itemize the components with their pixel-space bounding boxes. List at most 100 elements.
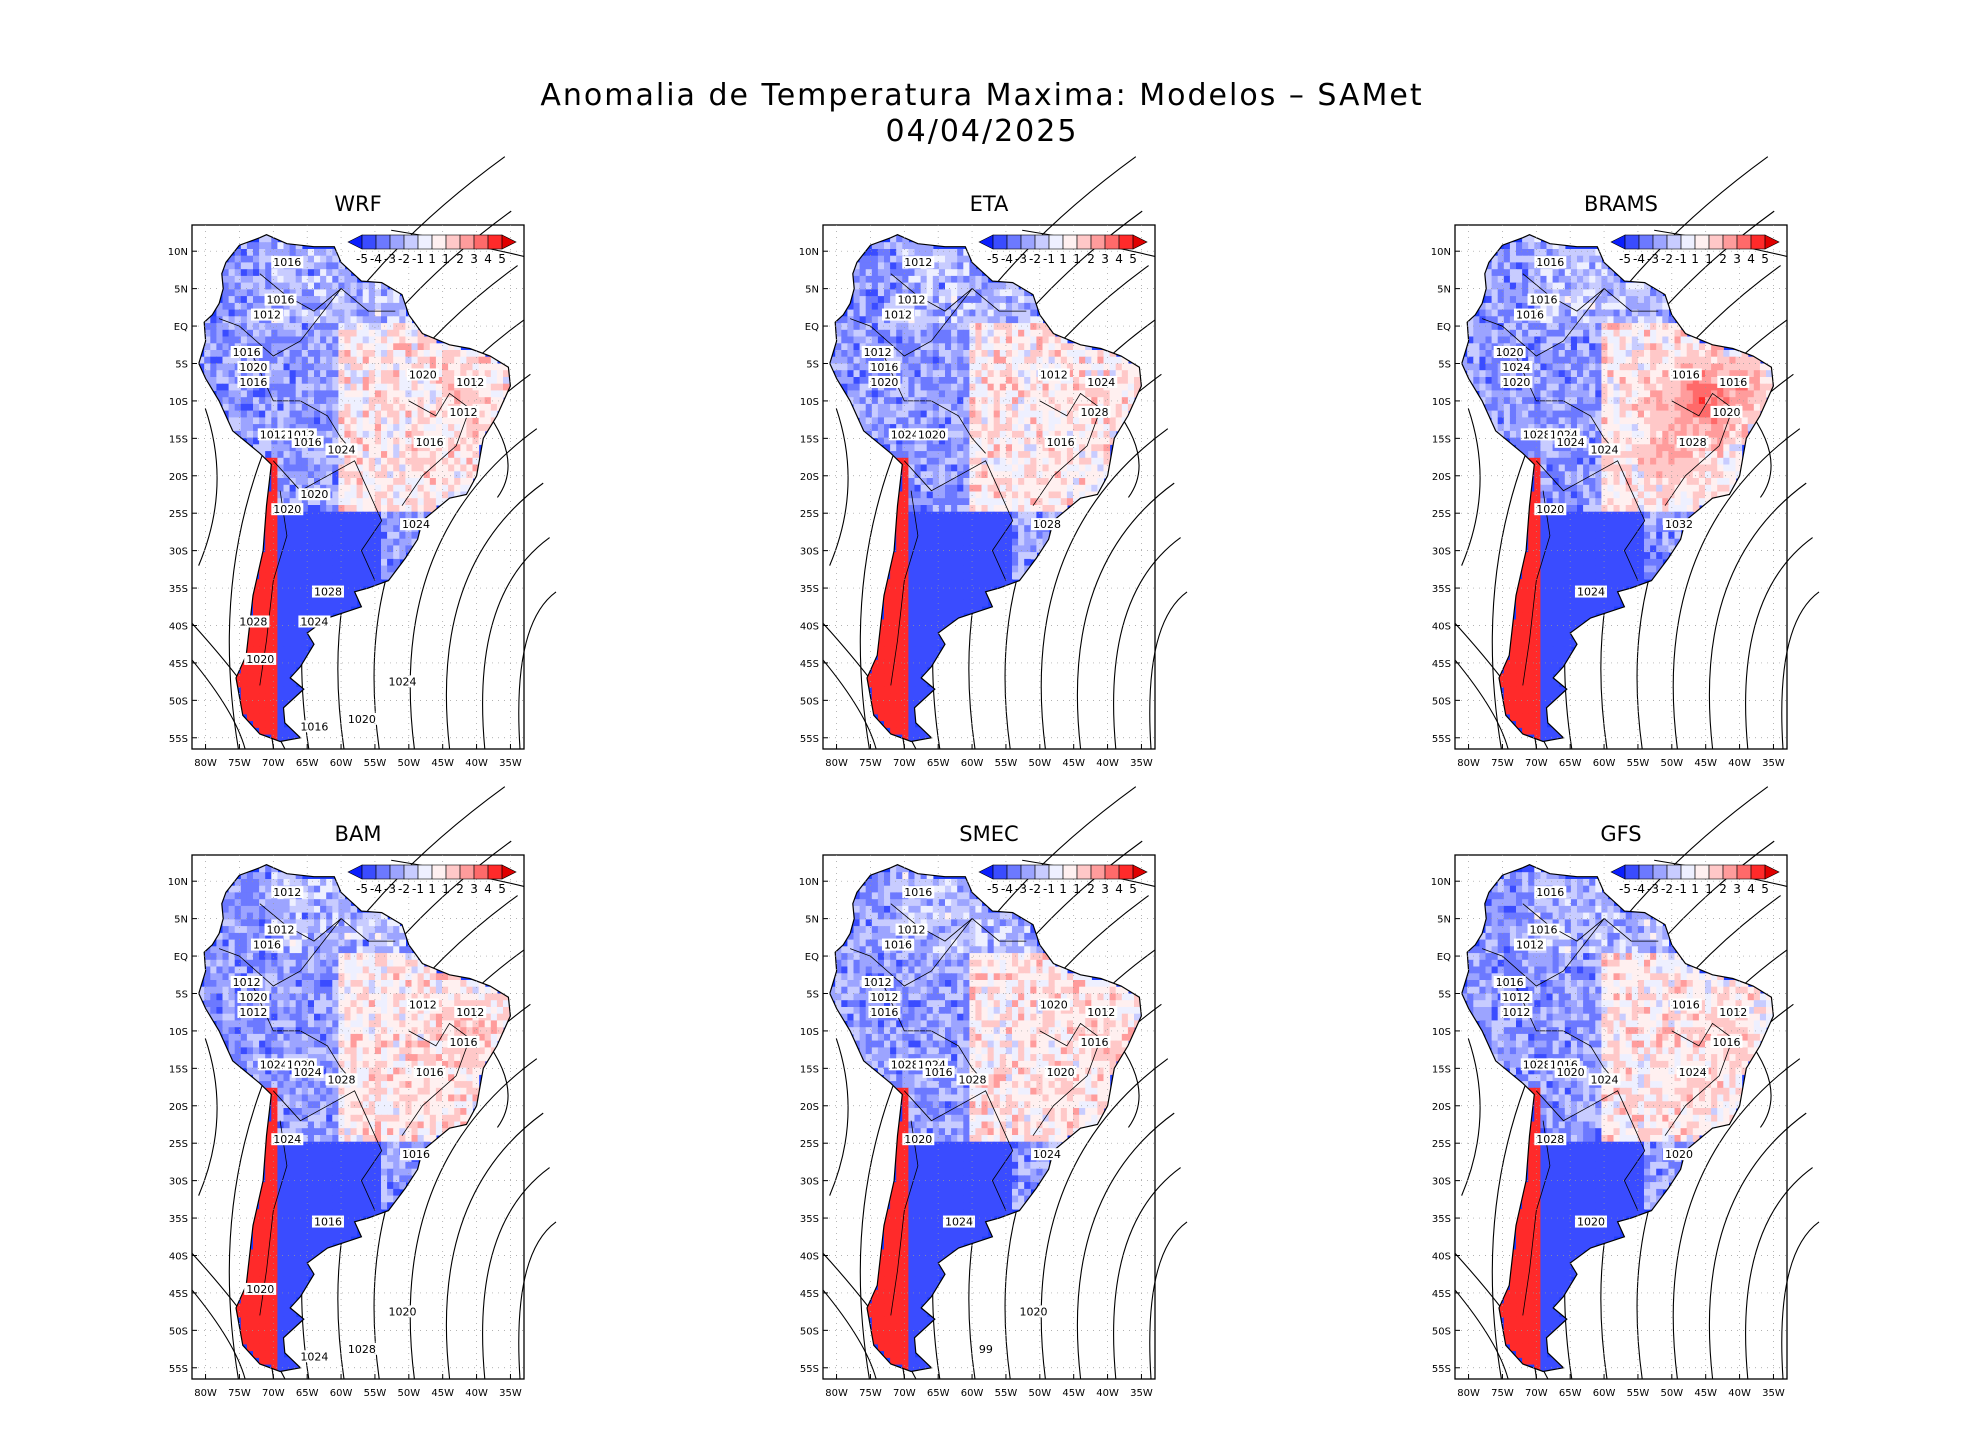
lon-tick-label: 55W bbox=[1627, 758, 1650, 769]
colorbar-label: 3 bbox=[470, 252, 478, 266]
lon-tick-label: 35W bbox=[1762, 1388, 1785, 1399]
colorbar-label: 4 bbox=[1747, 252, 1755, 266]
lat-tick-label: 55S bbox=[169, 734, 188, 745]
lat-tick-label: 20S bbox=[800, 472, 819, 483]
coastline bbox=[1461, 234, 1775, 743]
colorbar-label: -2 bbox=[1661, 882, 1673, 896]
isobar-labels: 1016 1016 1016 1020 1024 1020 1016 1016 1020 1028… bbox=[1493, 256, 1750, 599]
isobar-label: 1020 bbox=[273, 503, 301, 516]
isobar-label-bg bbox=[447, 405, 480, 418]
isobar-label-bg bbox=[868, 375, 901, 388]
isobar-label: 1028 bbox=[314, 586, 342, 599]
isobar-label: 1012 bbox=[898, 924, 926, 937]
isobar-label-bg bbox=[1037, 998, 1070, 1011]
isobar-label-bg bbox=[237, 375, 270, 388]
isobar-label-bg bbox=[881, 308, 914, 321]
isobar-label-bg bbox=[1554, 435, 1587, 448]
colorbar-label: -3 bbox=[384, 252, 396, 266]
lon-tick-label: 80W bbox=[825, 758, 848, 769]
isobar-label: 1020 bbox=[348, 713, 376, 726]
country-borders bbox=[218, 903, 471, 1316]
colorbar: -5 -4 -3 -2 -1 1 1 2 3 4 5 bbox=[1610, 234, 1780, 266]
lat-tick-label: 5N bbox=[805, 285, 819, 296]
lon-tick-label: 45W bbox=[431, 758, 454, 769]
lon-tick-label: 50W bbox=[1029, 758, 1052, 769]
colorbar-label: -5 bbox=[987, 252, 999, 266]
lon-tick-label: 45W bbox=[1062, 758, 1085, 769]
isobar-label-bg bbox=[386, 675, 419, 688]
isobar-label-bg bbox=[1574, 585, 1607, 598]
map-wrf: 1016 1016 1012 1016 1020 1016 1020 1012 1012 1016… bbox=[168, 156, 557, 769]
isobar-label-bg bbox=[1534, 886, 1567, 899]
isobar-label: 1016 bbox=[925, 1066, 953, 1079]
axis-labels: 10N 5N EQ 5S 10S 15S 20S 25S 30S 35S 40S 45S 50S 55S 8… bbox=[799, 855, 1155, 1399]
isobar-label: 1016 bbox=[253, 939, 281, 952]
isobar-label-bg bbox=[868, 990, 901, 1003]
isobar-label-bg bbox=[250, 938, 283, 951]
isobar-label-bg bbox=[1534, 503, 1567, 516]
lat-tick-label: 10N bbox=[799, 247, 819, 258]
map-frame bbox=[822, 854, 1156, 1380]
lat-tick-label: 35S bbox=[800, 584, 819, 595]
axis-labels: 10N 5N EQ 5S 10S 15S 20S 25S 30S 35S 40S 45S 50S 55S 8… bbox=[799, 225, 1155, 769]
isobar-label-bg bbox=[915, 428, 948, 441]
colorbar-label: 4 bbox=[484, 252, 492, 266]
panel-title-gfs: GFS bbox=[1600, 822, 1642, 846]
lat-tick-label: 40S bbox=[800, 1251, 819, 1262]
isobar-label-bg bbox=[271, 503, 304, 516]
colorbar-label: 2 bbox=[456, 882, 464, 896]
isobar-label: 1020 bbox=[300, 488, 328, 501]
lat-tick-label: 15S bbox=[800, 1064, 819, 1075]
isobar-label-bg bbox=[244, 1282, 277, 1295]
isobar-label-bg bbox=[1676, 435, 1709, 448]
lat-tick-label: 30S bbox=[1432, 547, 1451, 558]
colorbar-label: -3 bbox=[384, 882, 396, 896]
isobar-label-bg bbox=[1663, 1148, 1696, 1161]
isobar-label: 1028 bbox=[1679, 436, 1707, 449]
isobar-label-bg bbox=[400, 518, 433, 531]
isobar-label: 1028 bbox=[1536, 1133, 1564, 1146]
lat-tick-label: 30S bbox=[1432, 1177, 1451, 1188]
isobar-label: 1024 bbox=[294, 1066, 322, 1079]
lat-tick-label: 45S bbox=[800, 659, 819, 670]
colorbar-label: -2 bbox=[398, 882, 410, 896]
colorbar-label: 1 bbox=[1705, 882, 1713, 896]
isobar-label: 1020 bbox=[1047, 1066, 1075, 1079]
colorbar-label: -3 bbox=[1015, 252, 1027, 266]
colorbar-label: -1 bbox=[412, 882, 424, 896]
lat-tick-label: 55S bbox=[800, 1364, 819, 1375]
coastline bbox=[198, 864, 512, 1373]
lon-tick-label: 75W bbox=[1491, 758, 1514, 769]
lon-tick-label: 80W bbox=[1457, 1388, 1480, 1399]
lat-tick-label: 40S bbox=[800, 621, 819, 632]
colorbar-label: 5 bbox=[1761, 882, 1769, 896]
lon-tick-label: 40W bbox=[1096, 758, 1119, 769]
lon-tick-label: 40W bbox=[465, 1388, 488, 1399]
lat-tick-label: 30S bbox=[800, 1177, 819, 1188]
isobar-label: 1020 bbox=[870, 376, 898, 389]
lat-tick-label: 10S bbox=[1432, 1027, 1451, 1038]
colorbar-label: 5 bbox=[1129, 252, 1137, 266]
lat-tick-label: 50S bbox=[169, 696, 188, 707]
isobar-label-bg bbox=[311, 1215, 344, 1228]
lon-tick-label: 80W bbox=[194, 758, 217, 769]
colorbar-label: -2 bbox=[398, 252, 410, 266]
isobar-label: 1020 bbox=[904, 1133, 932, 1146]
isobar-label-bg bbox=[1500, 990, 1533, 1003]
isobar-label: 1020 bbox=[1557, 1066, 1585, 1079]
lat-tick-label: 40S bbox=[169, 1251, 188, 1262]
lon-tick-label: 50W bbox=[398, 758, 421, 769]
lat-tick-label: 45S bbox=[1432, 1289, 1451, 1300]
isobar-label-bg bbox=[1078, 405, 1111, 418]
lon-tick-label: 55W bbox=[364, 1388, 387, 1399]
isobar-label-bg bbox=[1527, 293, 1560, 306]
isobar-label: 1028 bbox=[1523, 1058, 1551, 1071]
colorbar: -5 -4 -3 -2 -1 1 1 2 3 4 5 bbox=[347, 864, 517, 896]
isobar-label: 1028 bbox=[891, 1058, 919, 1071]
isobar-label-bg bbox=[1031, 518, 1064, 531]
isobar-label: 1028 bbox=[1080, 406, 1108, 419]
isobar-label-bg bbox=[902, 1133, 935, 1146]
lat-tick-label: 10S bbox=[169, 397, 188, 408]
isobar-label-bg bbox=[1527, 923, 1560, 936]
isobar-label-bg bbox=[413, 1065, 446, 1078]
